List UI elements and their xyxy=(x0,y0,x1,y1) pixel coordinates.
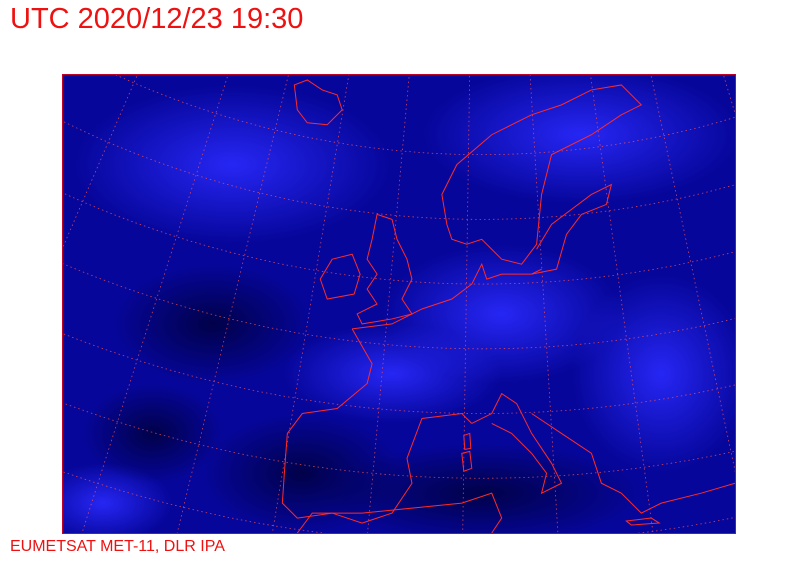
great-britain-coast xyxy=(356,213,413,325)
timestamp-title: UTC 2020/12/23 19:30 xyxy=(10,3,304,35)
cloud-layer xyxy=(63,75,735,533)
crete-coast xyxy=(625,517,661,526)
baltic-coast xyxy=(531,183,613,275)
data-source-credit: EUMETSAT MET-11, DLR IPA xyxy=(10,538,225,555)
iberia-coast xyxy=(281,328,473,524)
ireland-coast xyxy=(319,253,361,300)
iceland-coast xyxy=(293,79,343,126)
corsica-coast xyxy=(463,432,472,450)
scandinavia-coast xyxy=(441,84,643,265)
italy-coast xyxy=(471,392,563,495)
sardinia-coast xyxy=(461,450,473,472)
coastlines xyxy=(281,79,735,533)
graticule xyxy=(63,75,735,533)
satellite-map xyxy=(62,74,736,534)
continental-coast xyxy=(352,262,542,330)
north-africa-coast xyxy=(296,492,503,533)
balkans-coast xyxy=(531,413,735,514)
